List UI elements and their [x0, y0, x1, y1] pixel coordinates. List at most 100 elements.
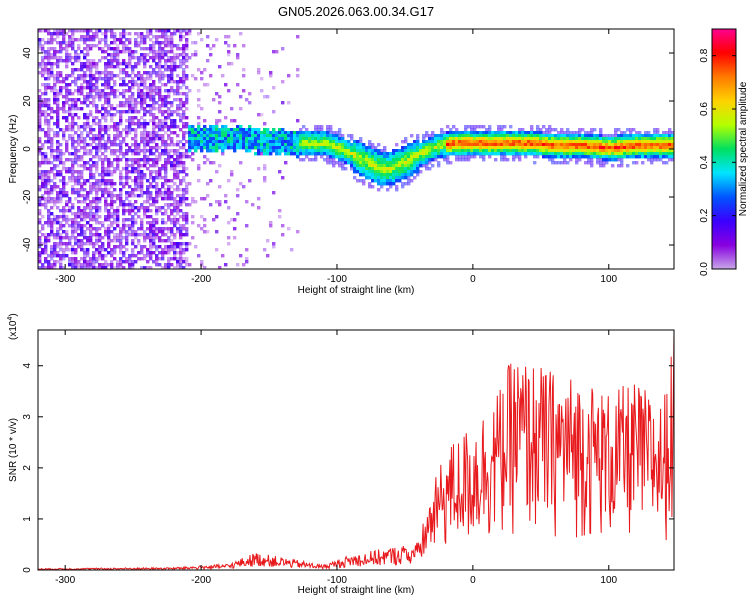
spectrogram-cell [104, 146, 108, 150]
spectrogram-cell [74, 50, 78, 54]
spectrogram-cell [83, 74, 87, 78]
spectrogram-cell [413, 164, 417, 168]
spectrogram-cell [74, 152, 78, 156]
spectrogram-cell [368, 143, 372, 147]
spectrogram-cell [158, 158, 162, 162]
spectrogram-cell [377, 149, 381, 153]
spectrogram-cell [65, 191, 69, 195]
spectrogram-cell [164, 221, 168, 225]
spectrogram-cell [443, 155, 447, 159]
spectrogram-cell [122, 89, 126, 93]
spectrogram-cell [587, 146, 591, 150]
spectrogram-cell [134, 230, 138, 234]
snr-x-axis-label: Height of straight line (km) [298, 585, 415, 596]
spectrogram-cell [281, 101, 285, 105]
spectrogram-cell [161, 50, 165, 54]
spectrogram-cell [332, 149, 336, 153]
spectrogram-cell [392, 149, 396, 153]
spectrogram-cell [92, 77, 96, 81]
spectrogram-cell [152, 170, 156, 174]
spectrogram-cell [62, 185, 66, 189]
spectrogram-cell [53, 77, 57, 81]
spectrogram-cell [356, 161, 360, 165]
spectrogram-cell [140, 218, 144, 222]
spectrogram-cell [449, 140, 453, 144]
spectrogram-cell [257, 149, 261, 153]
spectrogram-cell [116, 245, 120, 249]
spectrogram-cell [62, 104, 66, 108]
spectrogram-cell [44, 119, 48, 123]
spectrogram-cell [89, 143, 93, 147]
spectrogram-cell [401, 173, 405, 177]
spectrogram-cell [359, 146, 363, 150]
spectrogram-cell [80, 86, 84, 90]
spectrogram-cell [575, 155, 579, 159]
spectrogram-cell [149, 131, 153, 135]
spectrogram-cell [53, 47, 57, 51]
spectrogram-cell [323, 158, 327, 162]
spectrogram-cell [500, 152, 504, 156]
spectrogram-cell [515, 134, 519, 138]
spectrogram-cell [113, 107, 117, 111]
spectrogram-cell [224, 125, 228, 129]
spectrogram-cell [329, 146, 333, 150]
spectrogram-cell [83, 77, 87, 81]
spectrogram-cell [158, 194, 162, 198]
spectrogram-cell [569, 146, 573, 150]
spectrogram-cell [140, 233, 144, 237]
spectrogram-cell [482, 137, 486, 141]
spectrogram-cell [281, 80, 285, 84]
spectrogram-cell [104, 227, 108, 231]
spectrogram-cell [638, 134, 642, 138]
spectrogram-cell [632, 143, 636, 147]
spectrogram-cell [53, 62, 57, 66]
spectrogram-cell [107, 104, 111, 108]
spectrogram-cell [98, 206, 102, 210]
spectrogram-cell [524, 134, 528, 138]
x-tick-label: -300 [55, 274, 75, 285]
spectrogram-cell [275, 152, 279, 156]
spectrogram-cell [89, 239, 93, 243]
spectrogram-cell [272, 140, 276, 144]
spectrogram-cell [179, 203, 183, 207]
spectrogram-cell [59, 149, 63, 153]
snr-x-ticks: -300 -200 -100 0 100 [55, 330, 618, 586]
spectrogram-cell [83, 266, 87, 269]
spectrogram-cell [506, 143, 510, 147]
spectrogram-cell [620, 158, 624, 162]
spectrogram-cell [158, 71, 162, 75]
spectrogram-cell [182, 152, 186, 156]
spectrogram-cell [59, 260, 63, 264]
spectrogram-cell [533, 137, 537, 141]
spectrogram-cell [419, 143, 423, 147]
spectrogram-cell [308, 134, 312, 138]
spectrogram-cell [110, 197, 114, 201]
spectrogram-cell [86, 38, 90, 42]
spectrogram-cell [470, 137, 474, 141]
spectrogram-cell [77, 260, 81, 264]
spectrogram-cell [59, 233, 63, 237]
spectrogram-cell [359, 167, 363, 171]
spectrogram-cell [269, 134, 273, 138]
spectrogram-cell [152, 251, 156, 255]
spectrogram-cell [572, 149, 576, 153]
spectrogram-cell [173, 182, 177, 186]
spectrogram-cell [554, 155, 558, 159]
spectrogram-cell [47, 200, 51, 204]
spectrogram-cell [533, 146, 537, 150]
spectrogram-cell [395, 155, 399, 159]
spectrogram-cell [518, 131, 522, 135]
spectrogram-cell [170, 185, 174, 189]
spectrogram-cell [140, 191, 144, 195]
spectrogram-cell [302, 134, 306, 138]
spectrogram-cell [404, 173, 408, 177]
spectrogram-cell [356, 146, 360, 150]
spectrogram-cell [149, 95, 153, 99]
spectrogram-cell [158, 170, 162, 174]
spectrogram-cell [128, 200, 132, 204]
spectrogram-cell [107, 86, 111, 90]
spectrogram-cell [449, 152, 453, 156]
spectrogram-cell [365, 173, 369, 177]
spectrogram-cell [170, 77, 174, 81]
spectrogram-cell [128, 41, 132, 45]
